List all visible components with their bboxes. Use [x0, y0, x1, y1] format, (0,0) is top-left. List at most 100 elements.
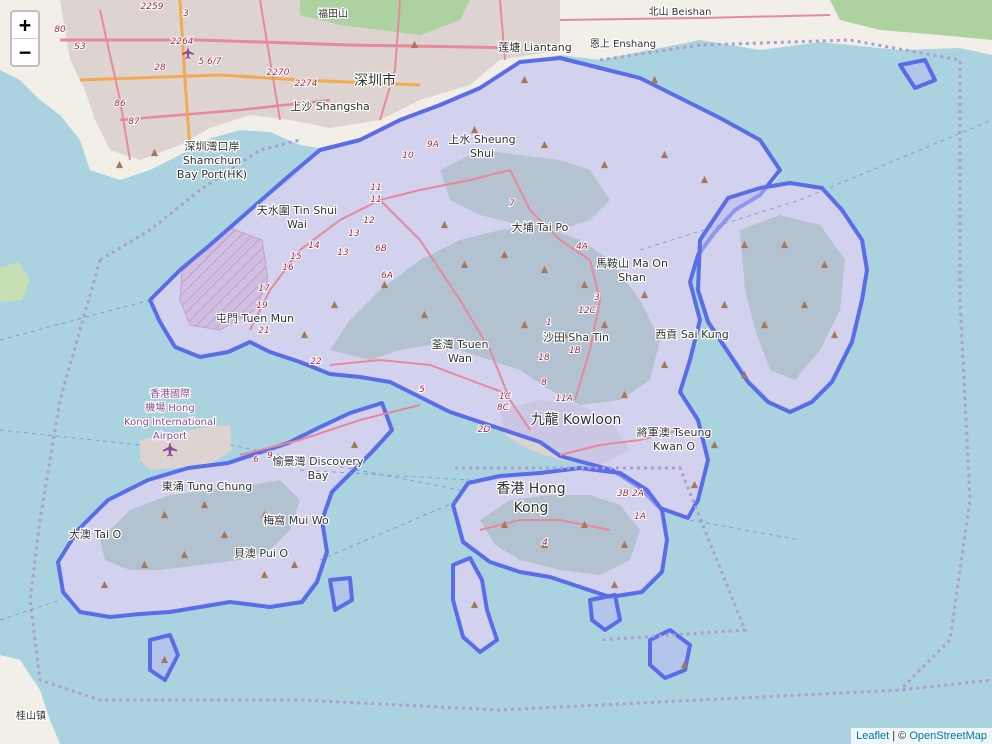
route-3: 3	[183, 9, 189, 19]
leaflet-link[interactable]: Leaflet	[856, 730, 890, 742]
route-12C: 12C	[578, 306, 596, 316]
label-airport-1: 香港國際	[150, 388, 190, 400]
route-16: 16	[282, 263, 294, 273]
route-2259: 2259	[141, 2, 164, 12]
label-tuenmun: 屯門 Tuen Mun	[216, 312, 294, 325]
label-tsuenwan-1: 荃灣 Tsuen	[432, 337, 489, 351]
label-taio: 大澳 Tai O	[69, 527, 122, 541]
route-28: 28	[154, 63, 166, 73]
overlay-lantau[interactable]	[56, 401, 394, 619]
route-21: 21	[258, 326, 269, 336]
label-airport-3: Kong International	[124, 417, 216, 428]
label-airport-2: 機場 Hong	[145, 401, 195, 414]
airport-island	[140, 425, 232, 470]
route-9A: 9A	[427, 140, 439, 150]
route-4A: 4A	[576, 242, 588, 252]
overlay-new-territories[interactable]	[148, 56, 782, 520]
route-3b: 3	[594, 293, 600, 303]
overlay-po-toi[interactable]	[648, 628, 692, 680]
label-muiwo: 梅窩 Mui Wo	[263, 513, 329, 527]
label-sheungshui-1: 上水 Sheung	[448, 133, 515, 146]
label-maonshan-1: 馬鞍山 Ma On	[596, 256, 668, 270]
osm-link[interactable]: OpenStreetMap	[909, 730, 987, 742]
label-shamchun-en2: Bay Port(HK)	[177, 168, 247, 181]
label-saikung: 西貢 Sai Kung	[655, 328, 728, 341]
route-5: 5	[419, 385, 425, 395]
route-2274: 2274	[295, 79, 318, 89]
route-6: 6	[253, 455, 259, 465]
route-1A: 1A	[634, 512, 646, 522]
zoom-in-button[interactable]: +	[18, 13, 32, 37]
label-discovery-2: Bay	[308, 469, 329, 482]
route-15: 15	[290, 252, 302, 262]
route-2A: 2A	[632, 489, 644, 499]
guishan-island	[0, 655, 60, 744]
ferry-lines	[0, 119, 992, 621]
overlay-islet-3[interactable]	[898, 58, 937, 90]
overlay-islet-4[interactable]	[328, 576, 354, 612]
shenzhen-forest	[300, 0, 470, 35]
route-12: 12	[363, 216, 375, 226]
label-kowloon: 九龍 Kowloon	[531, 411, 622, 428]
zoom-out-button[interactable]: −	[12, 38, 38, 65]
route-2270: 2270	[267, 68, 290, 78]
route-6A: 6A	[381, 271, 393, 281]
route-19: 19	[256, 301, 268, 311]
label-puio: 貝澳 Pui O	[234, 547, 288, 560]
route-13b: 13	[337, 248, 349, 258]
label-airport-4: Airport	[153, 431, 187, 442]
label-shamchun-cn: 深圳灣口岸	[185, 140, 240, 153]
route-2D: 2D	[478, 425, 491, 435]
label-shamchun-en1: Shamchun	[183, 154, 241, 167]
airplane-icon	[163, 442, 177, 457]
route-18: 18	[538, 353, 550, 363]
airplane-icon-north	[182, 47, 194, 59]
label-guishan: 桂山镇	[16, 709, 46, 722]
label-shenzhen: 深圳市	[354, 72, 396, 89]
route-3B: 3B	[617, 489, 629, 499]
overlay-hk-island[interactable]	[451, 466, 669, 599]
route-10: 10	[402, 151, 414, 161]
route-8: 8	[541, 378, 547, 388]
overlay-islet-2[interactable]	[588, 593, 622, 632]
district-overlay[interactable]	[56, 56, 937, 682]
label-tinshui-2: Wai	[287, 218, 307, 231]
label-tseungkwano-2: Kwan O	[653, 440, 695, 453]
route-11a: 11	[370, 183, 381, 193]
boundary-lines	[28, 38, 992, 712]
route-80: 80	[54, 25, 66, 35]
label-shangsha: 上沙 Shangsha	[290, 100, 370, 113]
route-1C: 1C	[499, 392, 512, 402]
route-8C: 8C	[497, 403, 510, 413]
zoom-control: + −	[10, 10, 40, 67]
label-sheungshui-2: Shui	[470, 147, 494, 160]
route-numbers: 80 2259 3 2264 5 6/7 28 2270 2274 86 87 …	[53, 1, 647, 549]
label-tsuenwan-2: Wan	[448, 352, 472, 365]
route-S3: S3	[74, 42, 86, 52]
label-shatin: 沙田 Sha Tin	[543, 331, 609, 344]
label-fuhuashan: 福田山	[318, 7, 348, 20]
route-14: 14	[308, 241, 320, 251]
label-beishan: 北山 Beishan	[649, 6, 712, 18]
label-tungchung: 東涌 Tung Chung	[162, 480, 253, 493]
route-11b: 11	[370, 195, 381, 205]
label-maonshan-2: Shan	[618, 271, 646, 284]
west-island	[0, 262, 30, 302]
attribution: Leaflet | © OpenStreetMap	[851, 728, 992, 744]
route-86: 86	[114, 99, 126, 109]
route-17: 17	[258, 284, 270, 294]
route-1: 1	[546, 318, 552, 328]
label-hongkong-1: 香港 Hong	[496, 481, 565, 497]
route-22: 22	[310, 357, 322, 367]
route-1B: 1B	[569, 346, 581, 356]
route-2264: 2264	[171, 37, 194, 47]
route-13a: 13	[348, 229, 360, 239]
overlay-sai-kung[interactable]	[696, 181, 869, 414]
shenzhen-roads	[60, 0, 831, 161]
route-4: 4	[542, 538, 548, 548]
route-567: 5 6/7	[198, 57, 221, 67]
label-taipo: 大埔 Tai Po	[512, 220, 569, 234]
label-discovery-1: 愉景灣 Discovery	[273, 454, 364, 468]
route-6B: 6B	[375, 244, 387, 254]
